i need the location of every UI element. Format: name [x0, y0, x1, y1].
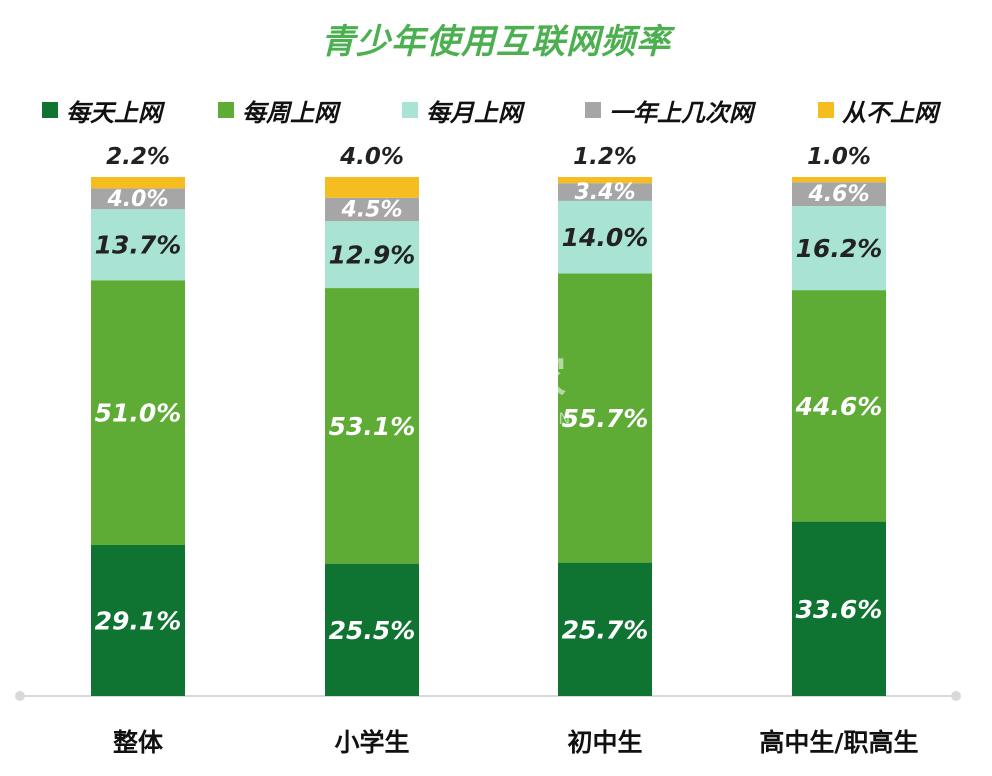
legend-label: 每月上网: [426, 98, 522, 127]
bar-segment: [558, 273, 652, 563]
data-label: 1.0%: [807, 144, 871, 170]
data-label: 33.6%: [796, 595, 883, 624]
bar-segment: [792, 177, 886, 183]
data-label: 2.2%: [106, 144, 170, 170]
data-label: 1.2%: [573, 144, 637, 170]
bar-segment: [325, 288, 419, 564]
bar-segment: [325, 177, 419, 198]
data-label: 14.0%: [562, 223, 649, 252]
bar-segment: [91, 177, 185, 189]
bar-segment: [558, 177, 652, 184]
chart-title: 青少年使用互联网频率: [321, 22, 671, 62]
data-label: 4.0%: [339, 144, 404, 170]
data-label: 25.5%: [329, 616, 416, 645]
bar-segment: [558, 183, 652, 201]
legend-item: 从不上网: [818, 92, 938, 128]
data-label: 51.0%: [95, 399, 182, 428]
bar-segment: [325, 221, 419, 289]
axis-end-dot: [15, 691, 25, 701]
data-label: 53.1%: [329, 412, 416, 441]
bar-segment: [792, 182, 886, 207]
axis-end-dot: [951, 691, 961, 701]
bar-segment: [325, 563, 419, 696]
bar-segment: [558, 200, 652, 274]
legend-swatch: [402, 102, 418, 118]
bar-segment: [792, 206, 886, 291]
bar-segment: [792, 290, 886, 522]
bar-segment: [91, 209, 185, 281]
data-label: 13.7%: [95, 231, 182, 260]
x-tick-label: 初中生: [567, 728, 642, 757]
legend-swatch: [42, 102, 58, 118]
watermark-subtext: 行业报告 IPOIPO.CN: [420, 409, 571, 428]
bar-segment: [792, 521, 886, 696]
bar-segment: [91, 280, 185, 545]
x-tick-label: 整体: [113, 728, 164, 757]
data-label: 4.0%: [106, 187, 168, 212]
legend-item: 每周上网: [218, 92, 338, 128]
data-label: 44.6%: [795, 392, 883, 421]
x-tick-label: 高中生/职高生: [759, 728, 918, 757]
data-label: 25.7%: [562, 615, 649, 644]
bar-segment: [91, 544, 185, 696]
data-label: 29.1%: [95, 606, 182, 635]
data-label: 12.9%: [329, 241, 416, 270]
legend: 每天上网 每周上网 每月上网 一年上几次网 从不上网: [0, 92, 992, 132]
legend-swatch: [585, 102, 601, 118]
bar-segment: [325, 197, 419, 222]
x-tick-label: 小学生: [334, 728, 409, 757]
legend-label: 一年上几次网: [609, 98, 753, 127]
data-label: 4.5%: [340, 197, 402, 222]
legend-label: 每周上网: [242, 98, 338, 127]
legend-label: 从不上网: [842, 98, 938, 127]
data-label: 55.7%: [562, 404, 649, 433]
data-label: 3.4%: [574, 180, 635, 205]
bar-segment: [558, 562, 652, 696]
data-label: 16.2%: [796, 234, 883, 263]
legend-swatch: [818, 102, 834, 118]
legend-item: 每天上网: [42, 92, 162, 128]
watermark-text: 并购家: [434, 352, 566, 403]
legend-swatch: [218, 102, 234, 118]
bar-segment: [91, 188, 185, 210]
legend-item: 每月上网: [402, 92, 522, 128]
data-label: 4.6%: [807, 182, 869, 207]
legend-label: 每天上网: [66, 98, 162, 127]
legend-item: 一年上几次网: [585, 92, 753, 128]
